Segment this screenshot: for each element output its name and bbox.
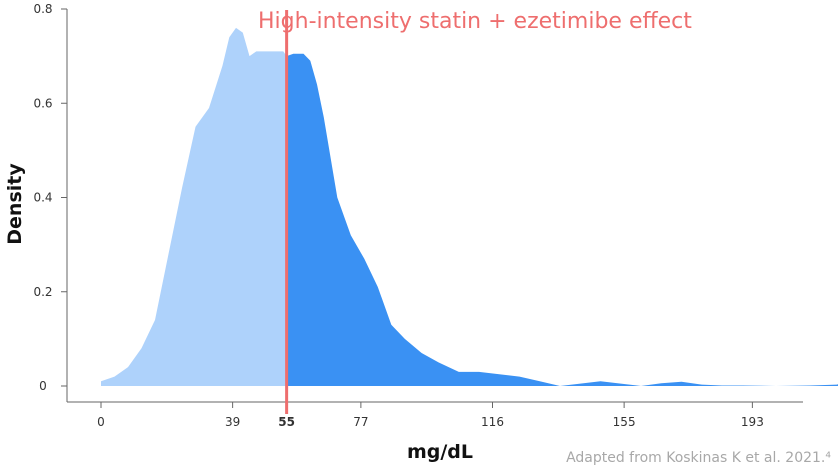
y-tick-label: 0.4 (33, 191, 52, 205)
y-tick-label: 0.2 (33, 285, 52, 299)
plot-area (101, 27, 838, 387)
density-area-below-threshold (101, 27, 287, 387)
x-tick-label: 77 (353, 415, 368, 429)
source-note: Adapted from Koskinas K et al. 2021.⁴ (566, 450, 831, 466)
y-ticks: 0 0.2 0.4 0.6 0.8 (33, 2, 67, 393)
threshold-tick-label: 55 (278, 415, 295, 429)
axes (66, 9, 803, 403)
density-area-above-threshold (286, 53, 838, 386)
x-tick-label: 116 (481, 415, 504, 429)
y-tick-label: 0 (39, 379, 47, 393)
y-tick-label: 0.8 (33, 2, 52, 16)
annotation-title: High-intensity statin + ezetimibe effect (258, 9, 692, 34)
x-tick-label: 155 (613, 415, 636, 429)
x-tick-label: 0 (97, 415, 105, 429)
x-tick-label: 193 (741, 415, 764, 429)
x-tick-label: 39 (225, 415, 240, 429)
y-axis-title: Density (4, 163, 26, 245)
y-tick-label: 0.6 (33, 96, 52, 110)
x-axis-title: mg/dL (407, 441, 473, 463)
x-ticks: 03977116155193232 (97, 402, 764, 429)
